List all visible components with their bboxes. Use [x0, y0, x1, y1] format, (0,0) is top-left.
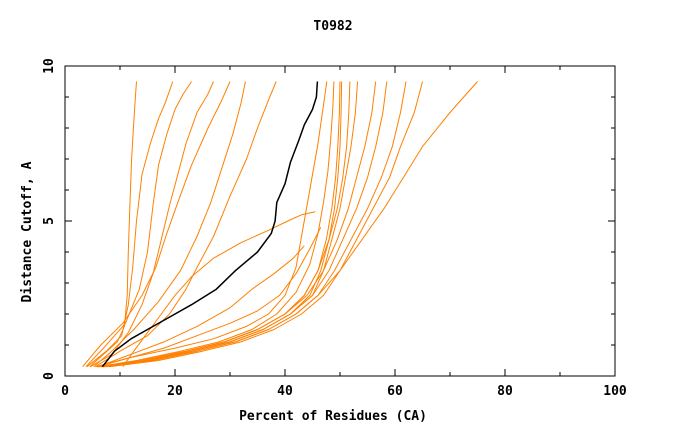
series-line-model-02 — [86, 81, 174, 368]
series-line-model-06 — [93, 81, 246, 368]
tick-layer: 0 20 40 60 80 100 0 5 10 — [42, 58, 627, 399]
series-line-model-17 — [100, 81, 388, 368]
series-line-model-09 — [97, 245, 305, 368]
y-axis-label: Distance Cutoff, A — [20, 161, 35, 302]
series-line-model-16 — [96, 81, 377, 368]
series-line-model-19 — [108, 81, 423, 368]
series-line-model-04 — [82, 81, 231, 368]
x-tick-label: 100 — [603, 384, 627, 399]
series-line-model-11 — [97, 81, 335, 368]
x-tick-label: 60 — [387, 384, 403, 399]
x-tick-label: 80 — [497, 384, 513, 399]
y-tick-label: 5 — [42, 217, 57, 225]
x-tick-label: 20 — [167, 384, 183, 399]
chart-title: T0982 — [313, 19, 352, 34]
series-line-model-05 — [90, 81, 214, 368]
series-line-model-10 — [95, 81, 328, 368]
series-line-highlighted-model — [101, 81, 319, 368]
y-tick-label: 10 — [42, 58, 57, 74]
y-tick-label: 0 — [42, 372, 57, 380]
series-line-model-20 — [104, 81, 478, 368]
series-line-model-21 — [97, 226, 322, 368]
series-line-model-03 — [85, 81, 192, 368]
x-tick-label: 0 — [61, 384, 69, 399]
series-line-model-08 — [122, 211, 316, 367]
x-tick-label: 40 — [277, 384, 293, 399]
series-layer — [82, 81, 478, 368]
series-line-model-01 — [89, 81, 137, 368]
x-axis-label: Percent of Residues (CA) — [239, 409, 427, 424]
